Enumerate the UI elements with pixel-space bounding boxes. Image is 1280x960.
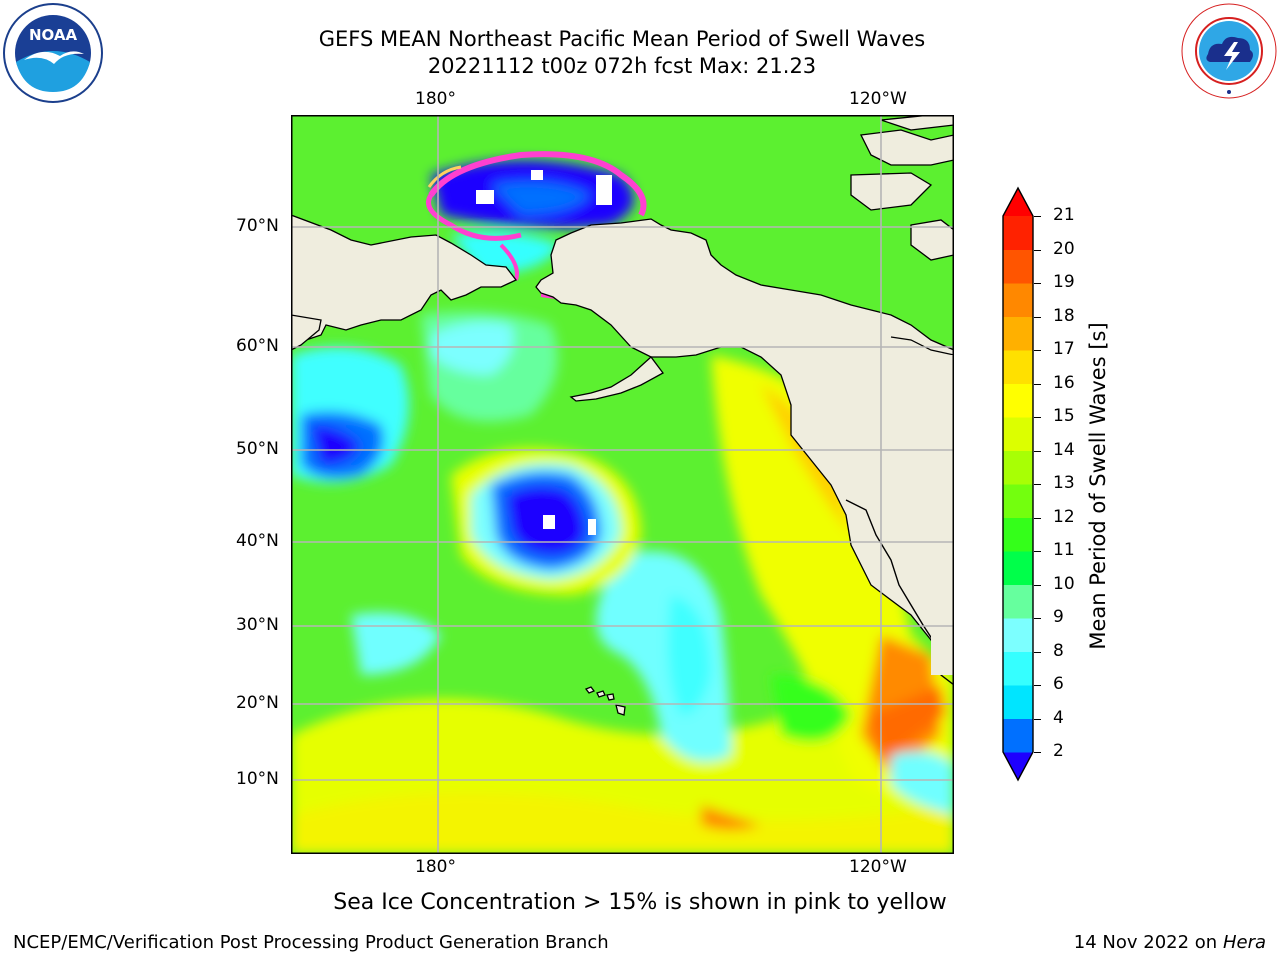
colorbar-tick — [1034, 618, 1041, 619]
colorbar-tick — [1034, 417, 1041, 418]
colorbar-title: Mean Period of Swell Waves [s] — [1086, 322, 1110, 650]
lat-tick-50n: 50°N — [236, 439, 279, 459]
noaa-logo-icon: NOAA — [3, 3, 103, 103]
colorbar-label: 19 — [1053, 272, 1075, 292]
lat-tick-60n: 60°N — [236, 336, 279, 356]
colorbar-tick — [1034, 651, 1041, 653]
land-masses — [291, 115, 954, 854]
colorbar-segment — [1003, 752, 1033, 780]
colorbar-label: 4 — [1053, 707, 1064, 728]
ice-free-gaps — [476, 170, 612, 535]
footer-date-text: 14 Nov 2022 on — [1073, 932, 1218, 953]
colorbar-label: 17 — [1053, 339, 1075, 359]
footer-branch: NCEP/EMC/Verification Post Processing Pr… — [13, 932, 609, 953]
colorbar-segment — [1003, 450, 1033, 485]
colorbar-tick — [1034, 685, 1041, 686]
colorbar-label: 21 — [1053, 205, 1075, 225]
lat-tick-70n: 70°N — [236, 216, 279, 236]
colorbar-tick — [1034, 316, 1041, 318]
colorbar-label: 10 — [1053, 573, 1075, 594]
footer-machine: Hera — [1222, 932, 1266, 953]
colorbar-label: 6 — [1053, 674, 1064, 694]
colorbar-label: 14 — [1053, 439, 1075, 460]
colorbar-tick — [1034, 383, 1041, 385]
colorbar-tick — [1034, 216, 1041, 217]
colorbar-segment — [1003, 584, 1033, 619]
colorbar-label: 13 — [1053, 473, 1075, 493]
colorbar-segment — [1003, 283, 1033, 317]
colorbar-tick — [1034, 752, 1041, 753]
graticule — [291, 115, 954, 854]
swell-period-field — [291, 160, 954, 854]
colorbar-label: 20 — [1053, 238, 1075, 259]
colorbar-segment — [1003, 350, 1033, 384]
lat-tick-40n: 40°N — [236, 531, 279, 551]
lat-tick-10n: 10°N — [236, 769, 279, 789]
lon-tick-top-180: 180° — [415, 89, 456, 109]
colorbar-tick — [1034, 517, 1041, 519]
map-frame — [291, 115, 954, 854]
colorbar-tick — [1034, 450, 1041, 452]
colorbar-label: 15 — [1053, 406, 1075, 426]
colorbar-label: 12 — [1053, 506, 1075, 527]
colorbar-outline — [1002, 186, 1034, 782]
colorbar-segment — [1003, 551, 1033, 585]
colorbar-segments — [1003, 188, 1033, 780]
colorbar-segment — [1003, 417, 1033, 451]
colorbar-segment — [1003, 517, 1033, 552]
colorbar-segment — [1003, 618, 1033, 652]
lat-tick-20n: 20°N — [236, 693, 279, 713]
lat-tick-30n: 30°N — [236, 615, 279, 635]
colorbar-segment — [1003, 249, 1033, 284]
lon-tick-bottom-120w: 120°W — [849, 857, 907, 877]
nws-logo-icon — [1181, 3, 1277, 99]
colorbar-segment — [1003, 718, 1033, 753]
colorbar-segment — [1003, 316, 1033, 351]
colorbar-segment — [1003, 383, 1033, 418]
colorbar-segment — [1003, 216, 1033, 250]
colorbar-tick — [1034, 350, 1041, 351]
swell-period-map — [291, 115, 954, 854]
colorbar-tick — [1034, 551, 1041, 552]
footer-date: 14 Nov 2022 on Hera — [1074, 932, 1266, 953]
colorbar-tick — [1034, 584, 1041, 586]
sea-ice-caption: Sea Ice Concentration > 15% is shown in … — [333, 890, 947, 915]
colorbar-segment — [1003, 484, 1033, 518]
lon-tick-bottom-180: 180° — [415, 857, 456, 877]
colorbar-tick — [1034, 484, 1041, 485]
lon-tick-top-120w: 120°W — [849, 89, 907, 109]
colorbar — [1002, 186, 1034, 782]
colorbar-label: 2 — [1053, 741, 1064, 761]
colorbar-tick — [1034, 249, 1041, 251]
colorbar-label: 8 — [1053, 640, 1064, 661]
colorbar-segment — [1003, 651, 1033, 686]
colorbar-label: 9 — [1053, 607, 1064, 627]
colorbar-label: 16 — [1053, 372, 1075, 393]
colorbar-tick — [1034, 718, 1041, 720]
colorbar-tick — [1034, 283, 1041, 284]
map-title: GEFS MEAN Northeast Pacific Mean Period … — [318, 27, 926, 51]
noaa-logo-text: NOAA — [29, 26, 78, 44]
colorbar-label: 18 — [1053, 305, 1075, 326]
colorbar-label: 11 — [1053, 540, 1075, 560]
colorbar-segment — [1003, 188, 1033, 216]
colorbar-segment — [1003, 685, 1033, 719]
map-subtitle: 20221112 t00z 072h fcst Max: 21.23 — [427, 54, 817, 78]
